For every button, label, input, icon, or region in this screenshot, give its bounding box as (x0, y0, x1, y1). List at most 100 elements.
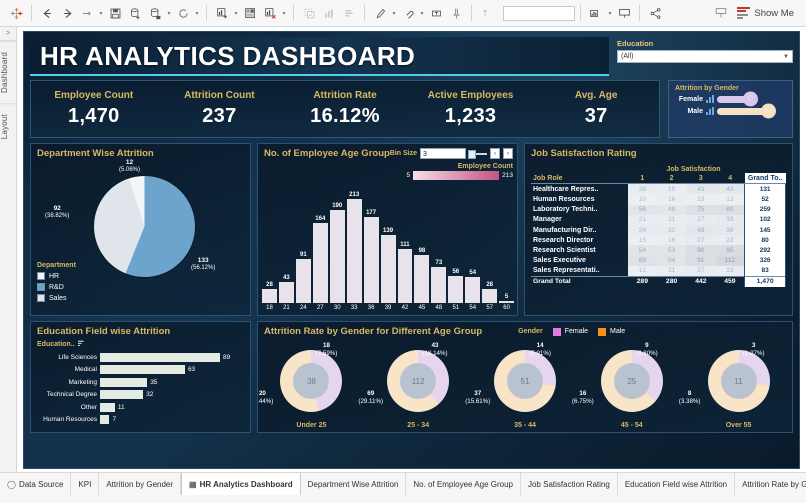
save-icon[interactable] (105, 3, 125, 23)
cell-2[interactable]: 49 (686, 224, 716, 236)
new-data-source-icon[interactable] (125, 3, 145, 23)
format-painter-icon[interactable] (370, 3, 390, 23)
rail-tab-dashboard[interactable]: Dashboard (0, 41, 16, 103)
fit-icon[interactable] (586, 3, 606, 23)
cell-0[interactable]: 26 (627, 224, 657, 236)
new-dashboard-icon[interactable] (240, 3, 260, 23)
cell-2[interactable]: 27 (686, 265, 716, 277)
new-worksheet-caret-icon[interactable]: ▾ (234, 10, 238, 17)
column-header-3[interactable]: 3 (686, 173, 716, 185)
bin-decrement-button[interactable]: ‹ (490, 148, 500, 159)
sheet-tab-job-satisfaction-rating[interactable]: Job Satisfaction Rating (521, 473, 618, 495)
presentation-mode-icon[interactable] (614, 3, 634, 23)
cell-1[interactable]: 21 (656, 265, 687, 277)
education-bar-row[interactable]: Marketing 35 (35, 376, 246, 389)
cell-3[interactable]: 95 (715, 245, 745, 256)
refresh-icon[interactable] (173, 3, 193, 23)
histogram-bar-24[interactable]: 91 24 (295, 179, 311, 311)
sort-descending-icon[interactable] (77, 340, 85, 349)
color-gradient-bar[interactable] (413, 171, 500, 180)
histogram-bar-33[interactable]: 213 33 (346, 179, 362, 311)
gender-row-female[interactable]: Female 87 (675, 91, 786, 107)
cell-3[interactable]: 80 (715, 204, 745, 215)
table-row[interactable]: Research Director 15 16 27 22 80 (531, 235, 786, 246)
tableau-logo-icon[interactable] (6, 3, 26, 23)
fix-axes-icon[interactable] (339, 3, 359, 23)
refresh-dropdown-caret-icon[interactable]: ▾ (195, 10, 199, 17)
education-bar-row[interactable]: Technical Degree 32 (35, 389, 246, 402)
column-header-2[interactable]: 2 (656, 173, 687, 185)
cell-0[interactable]: 21 (627, 214, 657, 225)
gender-bar[interactable]: 150 (717, 103, 776, 119)
cell-0[interactable]: 69 (627, 255, 657, 266)
education-bar-row[interactable]: Other 11 (35, 401, 246, 414)
pin-icon[interactable] (446, 3, 466, 23)
fit-select[interactable] (503, 5, 575, 21)
table-row[interactable]: Sales Representati.. 12 21 27 23 83 (531, 265, 786, 277)
sort-icon[interactable] (477, 3, 497, 23)
tooltip-icon[interactable] (711, 3, 731, 23)
table-row[interactable]: Manager 21 21 27 33 102 (531, 214, 786, 225)
column-header-4[interactable]: 4 (715, 173, 745, 185)
share-icon[interactable] (645, 3, 665, 23)
cell-1[interactable]: 16 (656, 235, 687, 246)
sheet-tab-no-of-employee-age-group[interactable]: No. of Employee Age Group (406, 473, 521, 495)
column-header-5[interactable]: Grand To.. (744, 173, 786, 185)
legend-item-hr[interactable]: HR (37, 272, 76, 280)
histogram-bar-39[interactable]: 139 39 (380, 179, 396, 311)
cell-2[interactable]: 27 (686, 235, 716, 246)
histogram-bar-48[interactable]: 73 48 (431, 179, 447, 311)
histogram-bar-27[interactable]: 164 27 (312, 179, 328, 311)
histogram-bar-18[interactable]: 28 18 (262, 179, 277, 311)
rail-tab-layout[interactable]: Layout (0, 102, 16, 150)
bin-size-slider[interactable] (468, 150, 487, 159)
cell-1[interactable]: 32 (656, 224, 687, 236)
bin-increment-button[interactable]: › (503, 148, 513, 159)
bin-size-input[interactable]: 3 (420, 148, 466, 159)
cell-3[interactable]: 33 (715, 214, 745, 225)
duplicate-icon[interactable] (299, 3, 319, 23)
donut-chart[interactable]: 11 (707, 350, 770, 412)
cell-1[interactable]: 16 (656, 194, 687, 205)
sheet-tab-kpi[interactable]: KPI (71, 473, 100, 495)
cell-0[interactable]: 12 (627, 265, 657, 277)
column-header-1[interactable]: 1 (627, 173, 657, 185)
cell-1[interactable]: 48 (656, 204, 687, 215)
sheet-tab-attrition-rate-by-gender-for-diff[interactable]: Attrition Rate by Gender for Diff.. (735, 473, 806, 495)
rail-collapse-button[interactable]: > (0, 27, 16, 41)
cell-3[interactable]: 43 (715, 183, 745, 195)
cell-3[interactable]: 112 (715, 255, 745, 266)
column-header-0[interactable]: Job Role (531, 173, 628, 185)
sheet-tab-hr-analytics-dashboard[interactable]: ▦ HR Analytics Dashboard (181, 473, 301, 495)
education-bar-row[interactable]: Life Sciences 89 (35, 351, 246, 364)
histogram-bar-42[interactable]: 111 42 (397, 179, 413, 311)
cell-1[interactable]: 53 (656, 245, 687, 256)
cell-3[interactable]: 13 (715, 194, 745, 205)
cell-2[interactable]: 75 (686, 204, 716, 215)
table-row[interactable]: Research Scientist 54 53 90 95 292 (531, 245, 786, 256)
table-row[interactable]: Sales Executive 69 54 91 112 326 (531, 255, 786, 266)
cell-1[interactable]: 19 (656, 183, 687, 195)
undo-dropdown-caret-icon[interactable]: ▾ (99, 10, 103, 17)
histogram-bar-45[interactable]: 98 45 (414, 179, 430, 311)
histogram-bar-30[interactable]: 190 30 (329, 179, 345, 311)
legend-female[interactable]: Female (552, 327, 588, 336)
sheet-tab-department-wise-attrition[interactable]: Department Wise Attrition (301, 473, 407, 495)
histogram-bar-60[interactable]: 5 60 (499, 179, 515, 311)
histogram-bar-21[interactable]: 43 21 (278, 179, 294, 311)
gender-bar[interactable]: 87 (717, 91, 758, 107)
clear-sheet-icon[interactable] (260, 3, 280, 23)
cell-2[interactable]: 91 (686, 255, 716, 266)
histogram-bar-51[interactable]: 56 51 (448, 179, 464, 311)
education-filter-select[interactable]: (All) ▼ (617, 50, 793, 63)
education-bar-row[interactable]: Medical 63 (35, 364, 246, 377)
cell-1[interactable]: 21 (656, 214, 687, 225)
cell-0[interactable]: 26 (627, 183, 657, 195)
sheet-tab-education-field-wise-attrition[interactable]: Education Field wise Attrition (618, 473, 736, 495)
histogram-bar-36[interactable]: 177 36 (363, 179, 379, 311)
table-row[interactable]: Manufacturing Dir.. 26 32 49 38 145 (531, 224, 786, 236)
histogram-bar-57[interactable]: 28 57 (482, 179, 498, 311)
gender-row-male[interactable]: Male 150 (675, 103, 786, 119)
department-pie-chart[interactable] (93, 175, 196, 278)
sheet-tab-attrition-by-gender[interactable]: Attrition by Gender (99, 473, 182, 495)
